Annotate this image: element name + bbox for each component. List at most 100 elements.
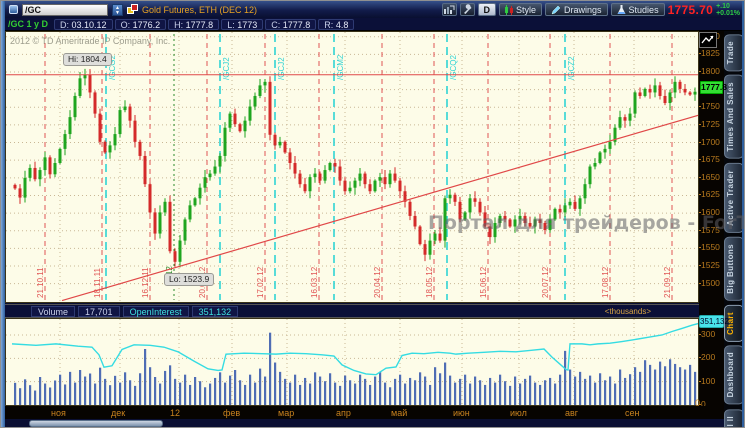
expiry-date-label: 20.04.12 [373, 266, 382, 298]
right-tab-strip: Trade Times And Sales Active Trader Big But… [724, 31, 744, 427]
volume-canvas[interactable] [6, 319, 698, 405]
ohlc-low-cell: L: 1773 [221, 18, 264, 30]
symbol-dropdown-icon[interactable]: ▲ ▼ [112, 3, 123, 16]
sidebar-tab-times-and-sales[interactable]: Times And Sales [724, 75, 744, 159]
contract-symbol-label: /GCM2 [336, 54, 345, 80]
open-interest-label: OpenInterest [122, 305, 189, 317]
sidebar-tab-dashboard[interactable]: Dashboard [724, 345, 744, 405]
low-marker-bubble: Lo: 1523.9 [164, 273, 215, 286]
volume-tick-label: 200 [698, 352, 716, 363]
drawings-button[interactable]: Drawings [545, 3, 608, 16]
month-label: авг [565, 408, 579, 418]
expiry-date-label: 17.08.12 [601, 266, 610, 298]
time-axis: ноя дек 12 фев мар апр май июн июл авг сен 0 [5, 398, 724, 419]
expiry-date-label: 18.05.12 [425, 266, 434, 298]
auto-scale-icon[interactable] [699, 32, 717, 48]
month-label: сен [625, 408, 640, 418]
ohlc-close-cell: C: 1777.8 [265, 18, 317, 30]
ohlc-bar: /GC 1 y D D: 03.10.12 O: 1776.2 H: 1777.… [5, 18, 744, 31]
sidebar-tab-level-ii[interactable]: Level II [724, 408, 744, 427]
style-button-label: Style [516, 4, 537, 15]
month-label: июл [510, 408, 527, 418]
month-label: 12 [170, 408, 181, 418]
instrument-description: Gold Futures, ETH (DEC 12) [142, 4, 258, 15]
contract-symbol-label: /GCQ2 [449, 55, 458, 80]
style-button[interactable]: Style [499, 3, 543, 16]
price-tick-label: 1825 [699, 48, 720, 59]
month-label: фев [223, 408, 241, 418]
contract-symbol-label: /GCJ2 [222, 57, 231, 80]
price-tick-label: 1650 [699, 171, 720, 182]
ohlc-range-cell: R: 4.8 [318, 18, 355, 30]
volume-tick-label: 0 [699, 399, 706, 409]
window-left-edge [1, 1, 5, 427]
month-label: мар [278, 408, 295, 418]
expiry-date-label: 21.10.11 [36, 267, 45, 298]
high-marker-bubble: Hi: 1804.4 [63, 53, 112, 66]
price-tick-label: 1600 [699, 207, 720, 218]
volume-label: Volume [31, 305, 76, 317]
horizontal-scrollbar-thumb[interactable] [29, 420, 163, 427]
window-right-edge [742, 1, 744, 427]
price-tick-label: 1625 [699, 189, 720, 200]
price-tick-label: 1700 [699, 136, 720, 147]
month-label: май [391, 408, 408, 418]
month-label: апр [336, 408, 351, 418]
last-price-tag: 1777.8 [700, 80, 727, 94]
price-axis[interactable]: 1850182518001750172517001675165016251600… [698, 31, 729, 419]
open-interest-line [11, 322, 698, 376]
expiry-date-label: 18.11.11 [93, 267, 102, 298]
studies-button[interactable]: Studies [610, 3, 665, 16]
flask-icon [617, 4, 626, 14]
price-tick-label: 1675 [699, 154, 720, 165]
thousands-unit-label: <thousands> [604, 306, 651, 316]
vendor-watermark: 2012 © TD Ameritrade IP Company, Inc. [10, 36, 171, 46]
timeframe-button[interactable]: D [477, 3, 497, 16]
price-chart-canvas[interactable]: 21.10.1118.11.1116.12.1120.01.1217.02.12… [6, 32, 698, 302]
month-label: июн [453, 408, 470, 418]
month-label: дек [111, 408, 126, 418]
price-tick-label: 1575 [699, 224, 720, 235]
volume-tick-label: 300 [698, 329, 716, 339]
expiry-date-label: 16.03.12 [310, 266, 319, 298]
expiry-date-label: 17.02.12 [256, 266, 265, 298]
site-watermark: Портал для трейдеров - ForTrader.ru [428, 212, 744, 234]
price-chart-pane[interactable]: 21.10.1118.11.1116.12.1120.01.1217.02.12… [5, 31, 699, 303]
expiry-date-label: 21.09.12 [663, 266, 672, 298]
wrench-icon[interactable] [459, 3, 475, 16]
open-interest-value: 351,132 [191, 305, 239, 317]
wrench-glyph [463, 4, 472, 14]
ascending-trendline[interactable] [61, 114, 698, 302]
app-icon [9, 5, 18, 14]
symbol-input[interactable] [22, 3, 108, 16]
top-toolbar: ▲▼ Gold Futures, ETH (DEC 12) D Style Dr… [5, 1, 744, 18]
expiry-date-label: 16.12.11 [141, 267, 150, 298]
chart-settings-icon[interactable] [441, 3, 457, 16]
expiry-date-label: 15.06.12 [479, 266, 488, 298]
price-tick-label: 1725 [699, 118, 720, 129]
volume-header-bar: Volume 17,701 OpenInterest 351,132 <thou… [5, 304, 699, 318]
price-tick-label: 1750 [699, 101, 720, 112]
last-price: 1775.70 [667, 2, 714, 17]
price-tick-label: 1500 [699, 277, 720, 288]
price-tick-label: 1550 [699, 242, 720, 253]
sidebar-tab-trade[interactable]: Trade [724, 34, 744, 72]
link-color-icon[interactable] [127, 4, 138, 15]
zero-axis-label: 0 [695, 398, 701, 408]
volume-pane[interactable] [5, 318, 699, 406]
ohlc-open-cell: O: 1776.2 [114, 18, 167, 30]
pencil-icon [551, 5, 561, 14]
expiry-date-label: 20.07.12 [541, 266, 550, 298]
candlestick-icon [505, 4, 514, 15]
studies-button-label: Studies [628, 4, 659, 15]
sidebar-tab-big-buttons[interactable]: Big Buttons [724, 236, 744, 301]
ohlc-high-cell: H: 1777.8 [168, 18, 220, 30]
price-tick-label: 1800 [699, 65, 720, 76]
ohlc-date-cell: D: 03.10.12 [54, 18, 113, 30]
bottom-strip [5, 419, 744, 427]
symbol-period-label: /GC 1 y D [8, 19, 49, 29]
month-label: ноя [51, 408, 66, 418]
volume-value: 17,701 [78, 305, 120, 317]
price-tick-label: 1525 [699, 260, 720, 271]
